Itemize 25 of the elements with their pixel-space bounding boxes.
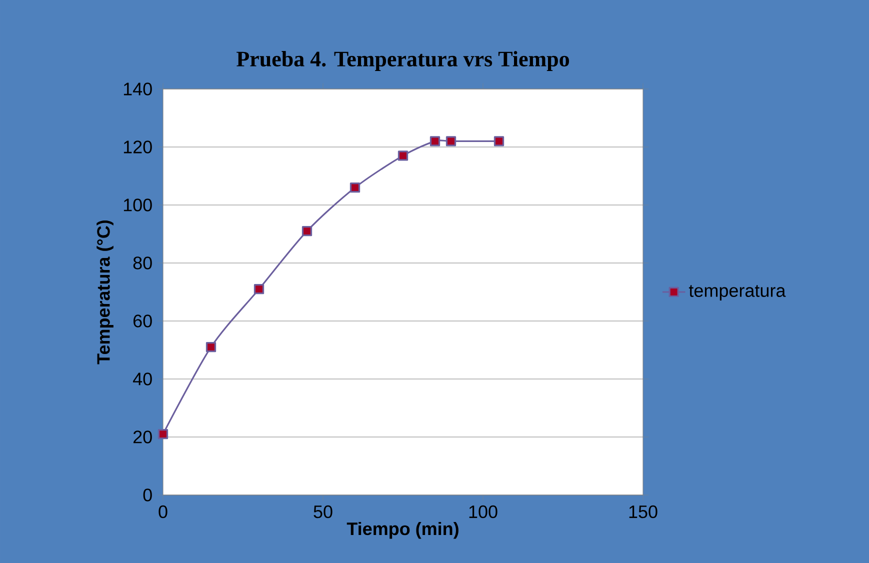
- y-tick-label: 80: [133, 256, 152, 270]
- point: [350, 182, 360, 193]
- y-tick-label: 140: [124, 82, 152, 96]
- y-tick-label: 60: [134, 314, 152, 328]
- y-tick-label: 20: [133, 430, 152, 444]
- y-tick-label: 100: [124, 198, 152, 212]
- point: [398, 150, 408, 161]
- point: [302, 226, 312, 236]
- y-tick-label: 0: [143, 488, 152, 502]
- x-tick-label: 0: [158, 505, 168, 518]
- x-tick-label: 150: [629, 505, 658, 518]
- chart-title: Prueba 4. Temperatura vrs Tiempo: [236, 51, 570, 71]
- point: [206, 342, 216, 352]
- x-tick-label: 100: [469, 505, 498, 518]
- point: [254, 284, 264, 294]
- point: [430, 136, 440, 146]
- y-tick-label: 120: [124, 140, 152, 154]
- legend-label: temperatura: [688, 285, 786, 301]
- point: [158, 429, 168, 440]
- x-tick-label: 50: [314, 505, 332, 518]
- x-axis-title: Tiempo (min): [346, 522, 458, 539]
- point: [446, 136, 456, 146]
- y-axis-title: Temperatura (°C): [96, 220, 114, 364]
- point: [494, 136, 504, 146]
- y-tick-label: 40: [133, 372, 152, 386]
